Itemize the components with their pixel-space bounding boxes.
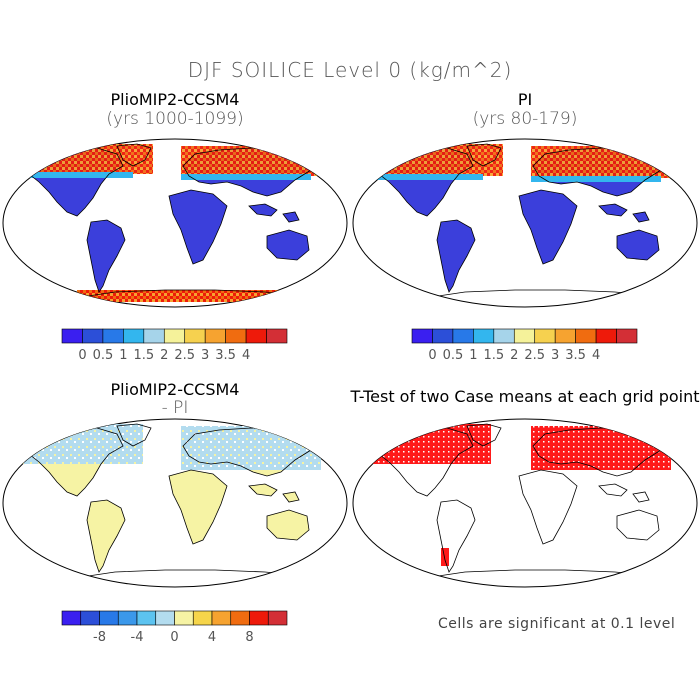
colorbar-tick-label: 1	[119, 348, 127, 363]
colorbar-swatch	[249, 610, 269, 626]
colorbar-tick-label: 3.5	[565, 348, 586, 363]
map-panel-3	[2, 418, 348, 588]
colorbar-tick-label: 4	[592, 348, 600, 363]
colorbar-swatch	[230, 610, 250, 626]
colorbar-swatch	[534, 328, 556, 344]
colorbar-swatch	[61, 610, 82, 626]
colorbar-swatch	[493, 328, 515, 344]
colorbar-tick-label: 0.5	[443, 348, 464, 363]
colorbar-swatch	[513, 328, 536, 344]
colorbar-swatch	[432, 328, 454, 344]
colorbar-tick-label: 0.5	[93, 348, 114, 363]
colorbar-panel-2: 0 0.5 1 1.5 2 2.5 3 3.5 4	[411, 328, 638, 363]
colorbar-tick-label: 2	[510, 348, 518, 363]
colorbar-tick-label: 0	[428, 348, 436, 363]
colorbar-swatch	[411, 328, 433, 344]
colorbar-swatch	[174, 610, 194, 626]
colorbar-swatch	[267, 610, 288, 626]
colorbar-panel-1: 0 0.5 1 1.5 2 2.5 3 3.5 4	[61, 328, 288, 363]
colorbar-swatch	[61, 328, 83, 344]
colorbar-swatch	[575, 328, 597, 344]
colorbar-tick-label: 0	[78, 348, 86, 363]
panel1-title: PlioMIP2-CCSM4	[110, 90, 240, 109]
colorbar-tick-label: 0	[170, 630, 178, 645]
colorbar-tick-label: 3	[201, 348, 209, 363]
panel4-title: T-Test of two Case means at each grid po…	[350, 387, 700, 406]
colorbar-swatch	[554, 328, 576, 344]
colorbar-swatch	[123, 328, 145, 344]
map-panel-1	[2, 138, 348, 308]
colorbar-swatch	[225, 328, 247, 344]
panel2-subtitle: (yrs 80-179)	[472, 109, 578, 129]
panel3-subtitle: - PI	[161, 398, 189, 418]
colorbar-swatch	[102, 328, 124, 344]
colorbar-tick-label: 2.5	[174, 348, 195, 363]
colorbar-tick-label: 2	[160, 348, 168, 363]
panel3-title: PlioMIP2-CCSM4	[110, 380, 240, 399]
colorbar-swatch	[99, 610, 119, 626]
colorbar-tick-label: 4	[242, 348, 250, 363]
colorbar-swatch	[117, 610, 138, 626]
map-panel-2	[352, 138, 698, 308]
colorbar-swatch	[452, 328, 474, 344]
colorbar-swatch	[82, 328, 104, 344]
significance-note: Cells are significant at 0.1 level	[438, 616, 676, 632]
figure-title: DJF SOILICE Level 0 (kg/m^2)	[187, 58, 513, 82]
colorbar-swatch	[163, 328, 186, 344]
colorbar-swatch	[245, 328, 267, 344]
panel2-title: PI	[517, 90, 533, 109]
colorbar-tick-label: 1	[469, 348, 477, 363]
colorbar-tick-label: -4	[131, 630, 144, 645]
map-panel-4	[352, 418, 698, 588]
colorbar-swatch	[595, 328, 617, 344]
colorbar-swatch	[204, 328, 226, 344]
colorbar-tick-label: -8	[93, 630, 106, 645]
colorbar-tick-label: 1.5	[483, 348, 504, 363]
colorbar-swatch	[136, 610, 157, 626]
colorbar-swatch	[266, 328, 288, 344]
colorbar-tick-label: 8	[245, 630, 253, 645]
colorbar-swatch	[616, 328, 638, 344]
colorbar-swatch	[184, 328, 206, 344]
colorbar-swatch	[192, 610, 213, 626]
colorbar-panel-3: -8 -4 0 4 8	[61, 610, 288, 645]
colorbar-swatch	[155, 610, 175, 626]
colorbar-tick-label: 3.5	[215, 348, 236, 363]
colorbar-tick-label: 4	[208, 630, 216, 645]
colorbar-swatch	[211, 610, 232, 626]
colorbar-tick-label: 1.5	[133, 348, 154, 363]
colorbar-swatch	[143, 328, 165, 344]
colorbar-tick-label: 3	[551, 348, 559, 363]
colorbar-swatch	[80, 610, 100, 626]
colorbar-tick-label: 2.5	[524, 348, 545, 363]
panel1-subtitle: (yrs 1000-1099)	[106, 109, 244, 129]
colorbar-swatch	[473, 328, 495, 344]
